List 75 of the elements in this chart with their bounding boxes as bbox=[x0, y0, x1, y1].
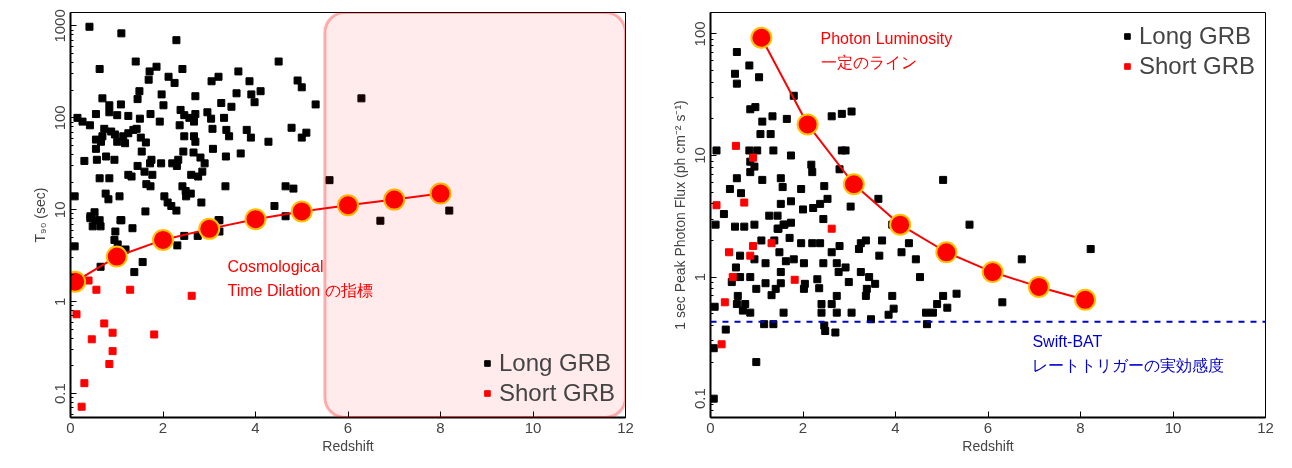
x-tick-label: 8 bbox=[436, 418, 445, 436]
point bbox=[187, 291, 196, 300]
point bbox=[383, 188, 406, 211]
point bbox=[1027, 275, 1050, 298]
point bbox=[72, 310, 81, 319]
y-tick-label: 100 bbox=[51, 105, 69, 131]
point bbox=[429, 182, 452, 205]
point bbox=[198, 217, 221, 240]
point bbox=[150, 330, 159, 339]
point bbox=[720, 298, 729, 307]
x-tick-label: 2 bbox=[798, 418, 808, 436]
annotation: Cosmological Time Dilation の指標 bbox=[227, 257, 373, 299]
point bbox=[87, 335, 96, 344]
x-tick-label: 0 bbox=[706, 418, 715, 436]
point bbox=[749, 242, 758, 251]
point bbox=[105, 245, 128, 268]
point bbox=[731, 141, 740, 150]
point bbox=[100, 319, 109, 328]
point bbox=[152, 228, 174, 251]
y-tick-label: 1 bbox=[691, 272, 709, 282]
x-tick-label: 2 bbox=[158, 418, 168, 436]
point bbox=[1074, 288, 1097, 311]
legend-label: Long GRB bbox=[498, 349, 612, 377]
y-tick-label: 0.1 bbox=[51, 383, 69, 405]
point bbox=[981, 261, 1004, 284]
x-axis-title: Redshift bbox=[322, 437, 374, 454]
point bbox=[337, 194, 359, 217]
point bbox=[712, 201, 721, 210]
x-tick-label: 10 bbox=[524, 418, 542, 436]
point bbox=[80, 379, 89, 388]
point bbox=[796, 113, 819, 136]
legend-label: Long GRB bbox=[1138, 22, 1252, 50]
point bbox=[717, 340, 726, 349]
x-tick-label: 12 bbox=[1257, 418, 1274, 436]
x-tick-label: 8 bbox=[1076, 418, 1085, 436]
legend-label: Short GRB bbox=[1138, 52, 1255, 80]
point bbox=[750, 26, 773, 49]
point bbox=[126, 285, 135, 294]
y-tick-label: 0.1 bbox=[691, 388, 709, 410]
y-tick-label: 1 bbox=[51, 297, 69, 306]
x-tick-label: 4 bbox=[891, 418, 900, 436]
annotation: Photon Luminosity 一定のライン bbox=[820, 29, 953, 71]
point bbox=[108, 328, 117, 337]
point bbox=[244, 208, 267, 231]
x-tick-label: 12 bbox=[617, 418, 634, 436]
point bbox=[725, 248, 733, 257]
y-tick-label: 1000 bbox=[51, 9, 69, 43]
point bbox=[84, 276, 93, 285]
x-tick-label: 6 bbox=[983, 418, 993, 436]
x-tick-label: 0 bbox=[66, 418, 75, 436]
ref-line-label: Swift-BAT レートトリガーの実効感度 bbox=[1032, 332, 1225, 374]
point bbox=[108, 347, 117, 356]
x-axis-title: Redshift bbox=[962, 437, 1014, 454]
y-tick-label: 10 bbox=[51, 201, 69, 219]
point bbox=[105, 360, 114, 369]
legend-label: Short GRB bbox=[498, 379, 615, 407]
x-tick-label: 10 bbox=[1164, 418, 1182, 436]
point bbox=[889, 213, 912, 236]
y-tick-label: 10 bbox=[691, 147, 709, 164]
x-tick-label: 4 bbox=[251, 418, 260, 436]
y-tick-label: 100 bbox=[691, 21, 709, 47]
point bbox=[740, 198, 749, 207]
point bbox=[935, 241, 958, 264]
point bbox=[728, 273, 737, 282]
point bbox=[290, 200, 313, 223]
point bbox=[827, 224, 836, 233]
point bbox=[842, 173, 865, 196]
point bbox=[77, 402, 86, 411]
point bbox=[746, 251, 755, 260]
point bbox=[92, 285, 101, 294]
point bbox=[790, 275, 799, 284]
x-tick-label: 6 bbox=[343, 418, 353, 436]
y-axis-title: 1 sec Peak Photon Flux (ph cm⁻² s⁻¹) bbox=[671, 100, 688, 330]
point bbox=[749, 153, 758, 162]
y-axis-title: T₉₀ (sec) bbox=[31, 187, 48, 243]
